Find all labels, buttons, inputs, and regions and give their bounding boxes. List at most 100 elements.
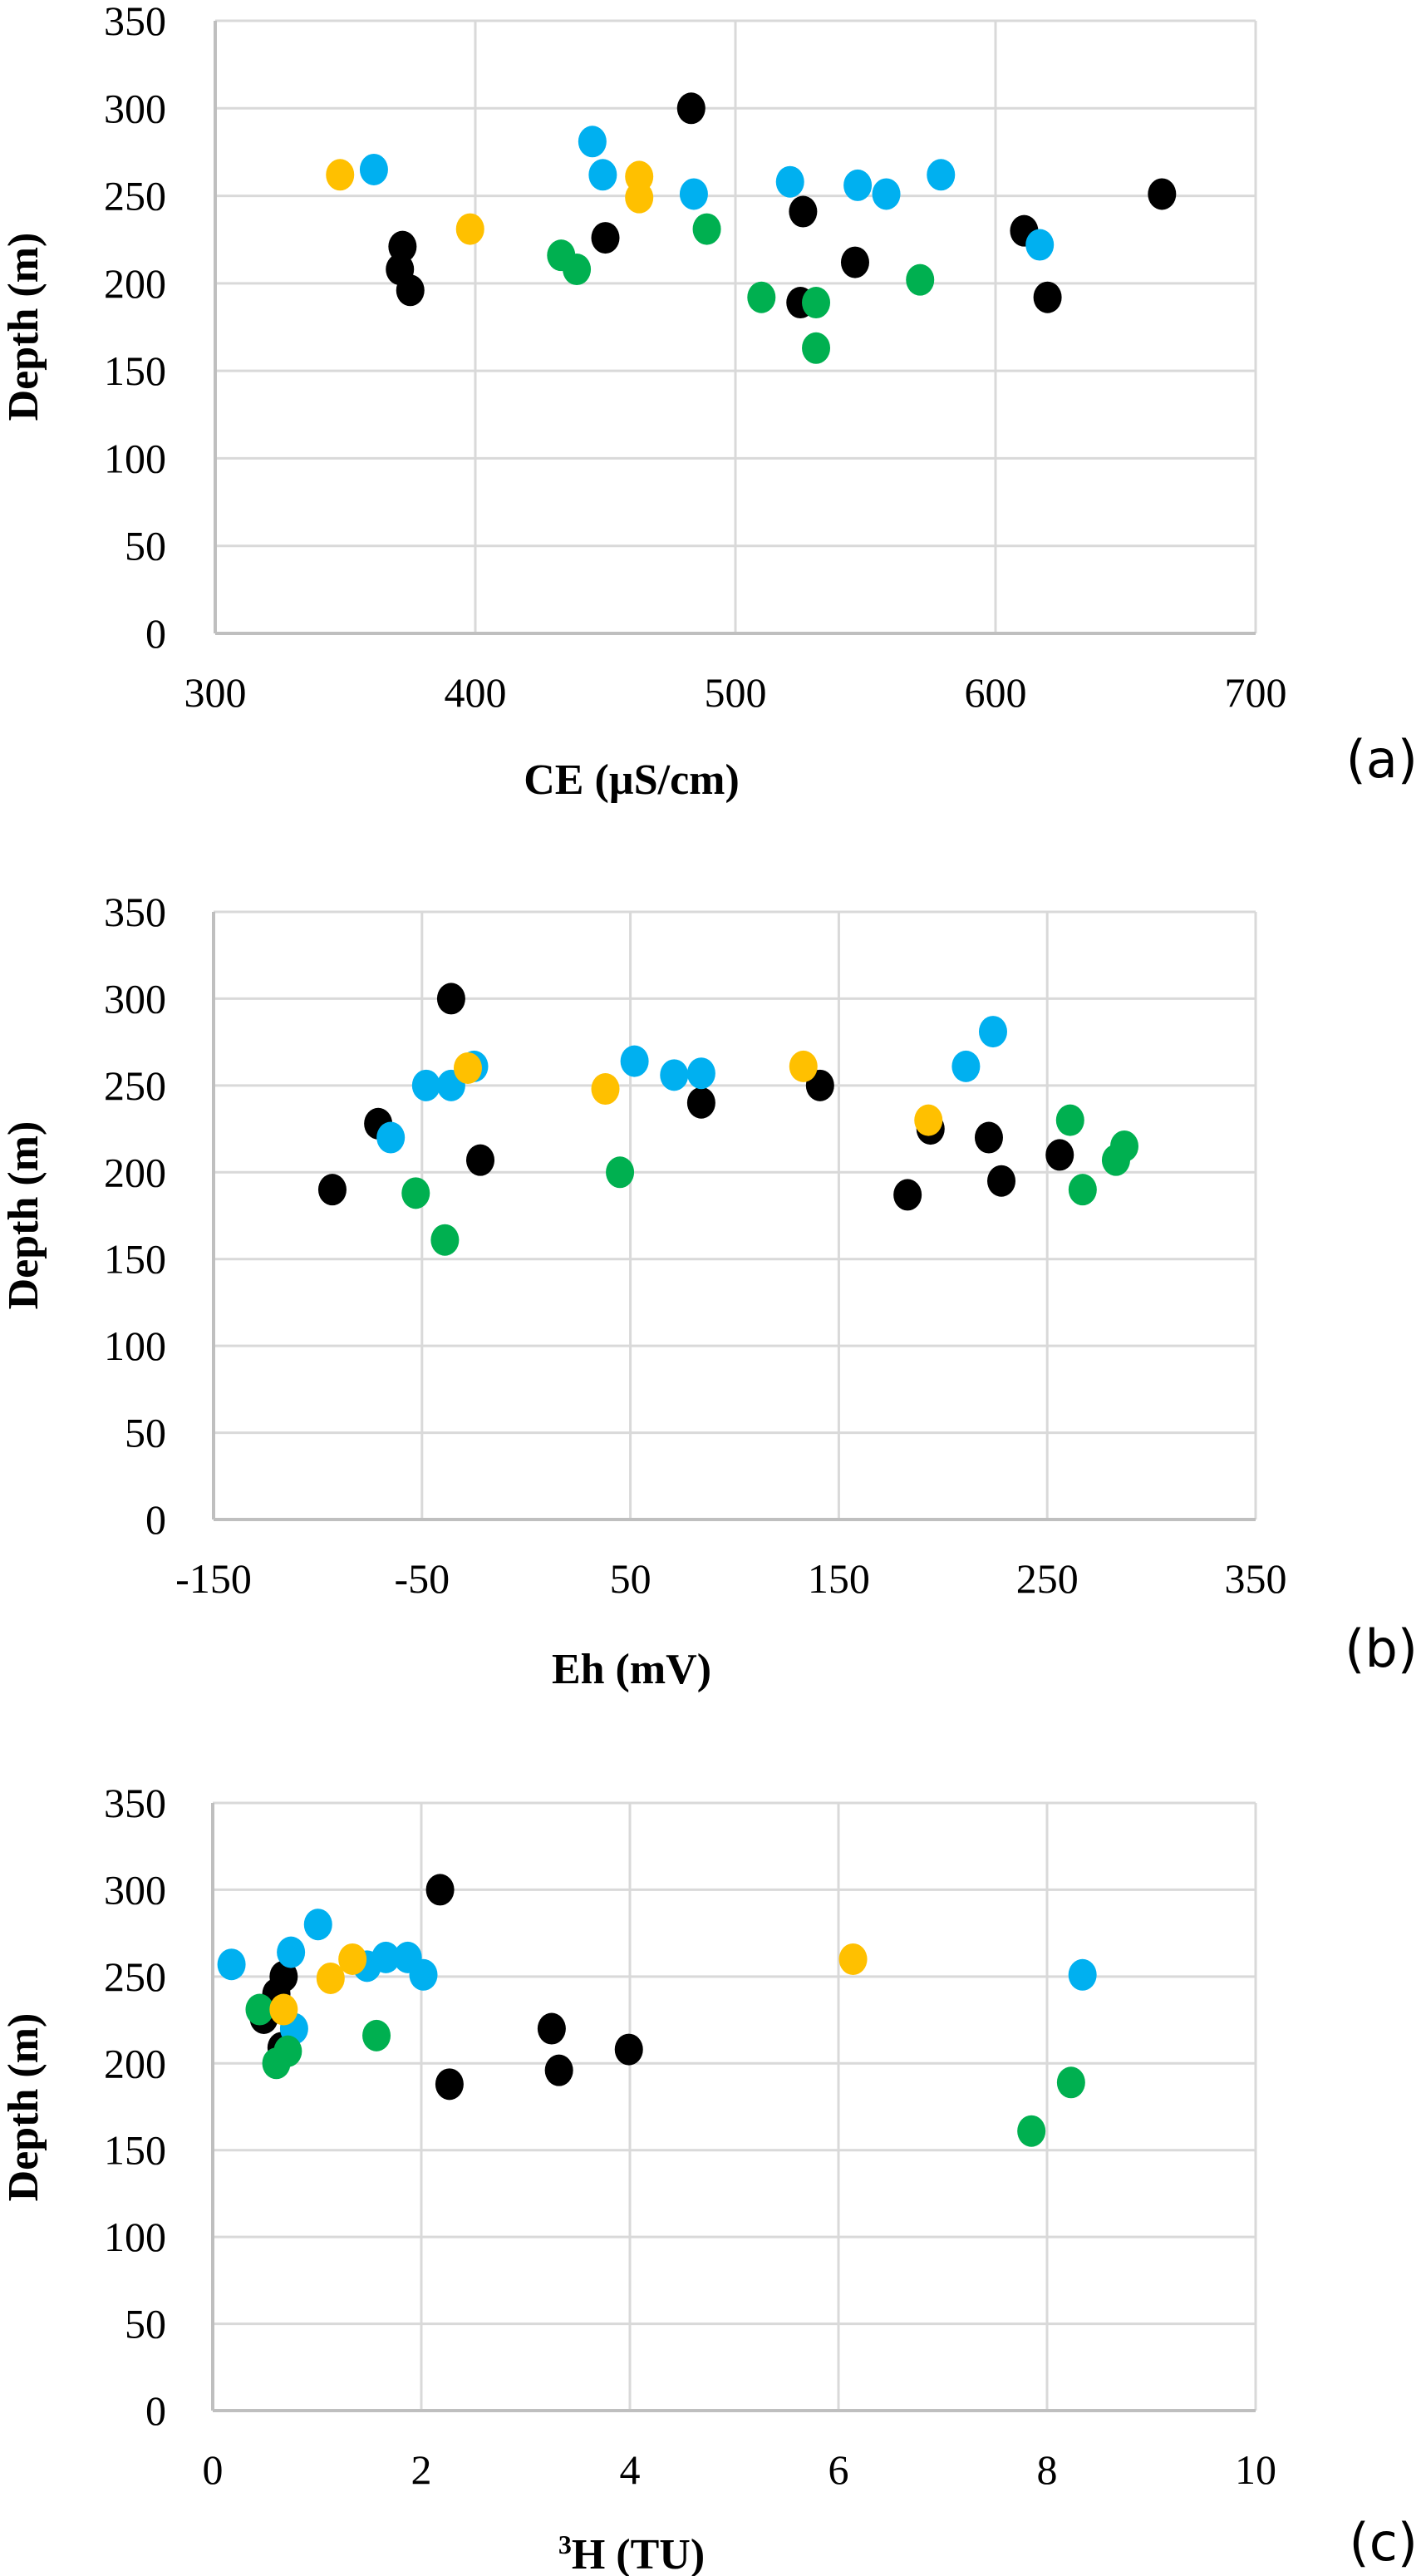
- panel-b-point-blue: [376, 1121, 406, 1154]
- panel-a-point-black: [840, 246, 869, 278]
- panel-a-y-tick-label: 0: [145, 610, 166, 657]
- panel-a-point-green: [563, 254, 592, 286]
- panel-a-point-yellow: [326, 159, 355, 191]
- panel-b-y-tick-label: 200: [104, 1149, 166, 1195]
- panel-c-x-tick-label: 6: [829, 2446, 849, 2493]
- panel-b-point-yellow: [914, 1104, 943, 1136]
- panel-b-x-tick-label: 50: [610, 1555, 651, 1602]
- panel-b-point-yellow: [591, 1073, 620, 1106]
- panel-b-x-tick-label: -50: [394, 1555, 450, 1602]
- panel-c-x-axis-title-main: H (TU): [572, 2531, 705, 2576]
- panel-a-point-green: [802, 287, 831, 319]
- panel-a-point-blue: [588, 159, 617, 191]
- panel-c-point-green: [245, 1993, 274, 2026]
- panel-a-y-tick-label: 50: [125, 523, 166, 569]
- panel-a-x-axis-title: CE (µS/cm): [524, 756, 740, 804]
- panel-c-point-green: [1017, 2115, 1046, 2147]
- panel-a-point-black: [1033, 281, 1062, 313]
- panel-c-point-black: [544, 2054, 573, 2086]
- panel-a-x-tick-labels: 300 400 500 600 700: [184, 669, 1287, 716]
- panel-a-y-tick-label: 300: [104, 85, 166, 131]
- panel-b-y-tick-label: 0: [145, 1496, 166, 1543]
- panel-a-point-blue: [578, 126, 607, 158]
- panel-b-y-tick-label: 300: [104, 975, 166, 1022]
- panel-a-point-black: [789, 195, 818, 228]
- panel-c-point-green: [262, 2047, 291, 2080]
- panel-c-y-tick-label: 200: [104, 2040, 166, 2086]
- panel-c-y-tick-label: 50: [125, 2301, 166, 2347]
- panel-a-point-blue: [1025, 229, 1055, 261]
- panel-a-point-black: [1148, 178, 1177, 210]
- panel-c-y-tick-labels: 0 50 100 150 200 250 300 350: [104, 1780, 166, 2434]
- panel-b-point-blue: [686, 1057, 715, 1090]
- panel-c-point-yellow: [838, 1943, 868, 1975]
- panel-c-point-yellow: [316, 1962, 345, 1994]
- panel-a-point-yellow: [625, 181, 654, 214]
- panel-b-point-green: [430, 1224, 460, 1256]
- panel-c-point-black: [537, 2012, 566, 2045]
- panel-b-point-green: [1101, 1144, 1130, 1176]
- panel-b-point-green: [1068, 1174, 1097, 1206]
- panel-b-y-tick-label: 350: [104, 889, 166, 935]
- panel-a-point-blue: [679, 178, 708, 210]
- panel-b-point-black: [987, 1165, 1016, 1197]
- panel-a-point-green: [747, 281, 776, 313]
- panel-b-point-blue: [978, 1016, 1007, 1048]
- panel-a-point-blue: [843, 169, 873, 201]
- panel-b-y-axis-title: Depth (m): [0, 1121, 47, 1310]
- panel-b-x-tick-labels: -150 -50 50 150 250 350: [175, 1555, 1286, 1602]
- panel-a-label: (a): [1346, 729, 1418, 790]
- panel-a-point-green: [906, 264, 935, 296]
- panel-a-grid: [214, 19, 1257, 635]
- panel-a-point-blue: [927, 159, 956, 191]
- panel-c-x-tick-labels: 0 2 4 6 8 10: [203, 2446, 1277, 2493]
- panel-a-y-tick-label: 350: [104, 0, 166, 44]
- panel-c-points: [217, 1874, 1097, 2147]
- panel-b-point-black: [436, 983, 465, 1015]
- panel-b-y-tick-label: 250: [104, 1062, 166, 1109]
- panel-a-point-green: [692, 213, 721, 245]
- panel-c-y-tick-label: 250: [104, 1953, 166, 2000]
- panel-c-x-axis-title-superscript: 3: [558, 2529, 572, 2559]
- panel-a-point-yellow: [455, 213, 484, 245]
- panel-a-points: [326, 92, 1177, 364]
- panel-a-point-blue: [872, 178, 901, 210]
- panel-c-y-tick-label: 100: [104, 2214, 166, 2260]
- panel-a-x-tick-label: 400: [445, 669, 507, 716]
- panel-c-point-blue: [277, 1936, 306, 1968]
- panel-b-label: (b): [1345, 1618, 1418, 1679]
- panel-b-point-green: [401, 1177, 430, 1209]
- panel-c-x-tick-label: 2: [411, 2446, 432, 2493]
- panel-c-point-black: [435, 2068, 464, 2101]
- panel-b-y-tick-label: 150: [104, 1236, 166, 1283]
- panel-a-point-blue: [359, 153, 388, 185]
- panel-a-x-tick-label: 600: [965, 669, 1027, 716]
- panel-a-y-tick-label: 250: [104, 173, 166, 219]
- panel-b-x-tick-label: -150: [175, 1555, 252, 1602]
- panel-a-y-tick-label: 150: [104, 347, 166, 394]
- panel-c-x-tick-label: 4: [620, 2446, 641, 2493]
- panel-b-point-black: [974, 1121, 1003, 1154]
- panel-c-x-axis-title: 3H (TU): [558, 2529, 705, 2576]
- panel-c-grid: [211, 1801, 1257, 2412]
- panel-b-point-black: [1045, 1139, 1074, 1171]
- panel-a-x-tick-label: 300: [184, 669, 247, 716]
- panel-b: 0 50 100 150 200 250 300 350 -150 -50 50 150 250 350…: [0, 889, 1418, 1693]
- panel-c-point-green: [362, 2019, 391, 2051]
- panel-c-point-blue: [1068, 1958, 1097, 1991]
- panel-b-y-tick-label: 100: [104, 1322, 166, 1369]
- panel-a-y-tick-label: 100: [104, 435, 166, 481]
- panel-c-point-yellow: [269, 1993, 298, 2026]
- panel-b-point-black: [466, 1144, 495, 1176]
- panel-b-x-tick-label: 350: [1225, 1555, 1287, 1602]
- panel-c-point-blue: [371, 1941, 401, 1973]
- panel-c-point-black: [425, 1874, 455, 1906]
- panel-a-point-blue: [775, 165, 804, 198]
- panel-c-y-tick-label: 150: [104, 2127, 166, 2174]
- panel-a-x-tick-label: 500: [705, 669, 767, 716]
- panel-a-point-black: [591, 222, 620, 254]
- panel-b-point-blue: [411, 1069, 440, 1101]
- panel-c-y-tick-label: 350: [104, 1780, 166, 1826]
- panel-b-point-green: [606, 1156, 635, 1189]
